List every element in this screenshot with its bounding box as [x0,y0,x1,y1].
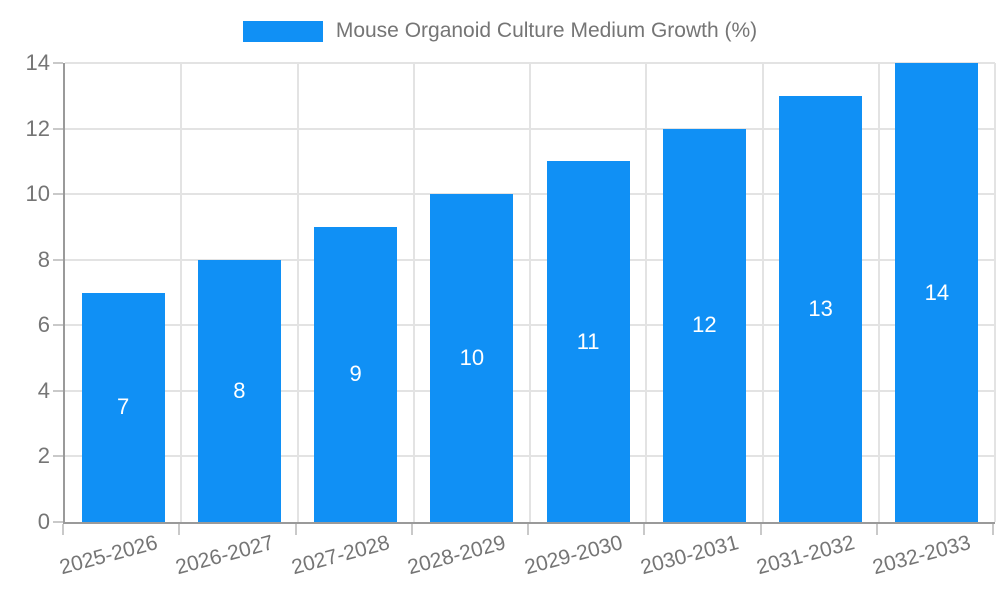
bar[interactable] [662,128,746,522]
x-axis-tick [62,524,64,535]
x-tick-label: 2030-2031 [638,531,742,580]
x-tick-label: 2029-2030 [521,531,625,580]
bar-value-label: 12 [692,312,717,338]
bar[interactable] [430,194,514,522]
y-axis-tick [53,455,63,458]
gridline-v [994,63,996,522]
y-tick-label: 2 [37,443,50,469]
bar-value-label: 8 [233,377,246,403]
bar[interactable] [81,292,165,522]
gridline-v [180,63,183,522]
gridline-v [645,63,648,522]
bar[interactable] [546,161,630,522]
y-axis-tick [53,127,63,130]
x-tick-label: 2032-2033 [870,531,974,580]
plot-area: 7 8 9 10 11 12 13 14 [63,62,996,524]
x-tick-label: 2027-2028 [289,531,393,580]
bar[interactable] [895,63,979,522]
bar-value-label: 11 [576,328,600,354]
y-axis-tick [53,521,63,523]
gridline-v [412,63,415,522]
y-tick-label: 4 [37,377,50,403]
y-axis-tick [53,389,63,392]
y-axis-tick [53,193,63,196]
gridline-v [296,63,299,522]
bar-value-label: 14 [924,279,950,305]
bar-value-label: 13 [808,295,833,321]
gridline-v [529,63,531,522]
y-tick-label: 12 [25,115,50,141]
y-tick-label: 6 [37,312,50,338]
x-tick-label: 2026-2027 [173,531,277,580]
x-axis-tick [643,524,646,535]
bar[interactable] [197,259,281,522]
x-tick-label: 2031-2032 [754,531,858,580]
x-axis-tick [410,524,413,535]
bar-value-label: 7 [117,394,130,420]
bar-value-label: 9 [349,361,362,387]
gridline-v [877,63,880,522]
x-axis-tick [759,524,762,535]
y-axis-tick [53,258,63,261]
x-axis-tick [875,524,878,535]
gridline-v [761,63,764,522]
x-tick-label: 2028-2029 [405,531,509,580]
y-tick-label: 14 [25,50,50,75]
x-tick-label: 2025-2026 [56,531,160,580]
y-tick-label: 0 [37,509,50,534]
legend-swatch [242,20,323,42]
y-tick-label: 8 [37,246,50,272]
legend-label: Mouse Organoid Culture Medium Growth (%) [335,19,758,42]
y-tick-label: 10 [25,181,50,207]
x-axis-tick [294,524,297,535]
x-axis-tick [527,524,529,535]
chart-legend[interactable]: Mouse Organoid Culture Medium Growth (%) [0,18,1000,44]
bar[interactable] [314,226,398,522]
y-axis-tick [53,62,63,64]
bar-value-label: 10 [459,345,485,371]
y-axis-tick [53,324,63,327]
bar[interactable] [779,95,863,522]
x-axis-tick [178,524,181,535]
x-axis-tick [992,524,994,535]
